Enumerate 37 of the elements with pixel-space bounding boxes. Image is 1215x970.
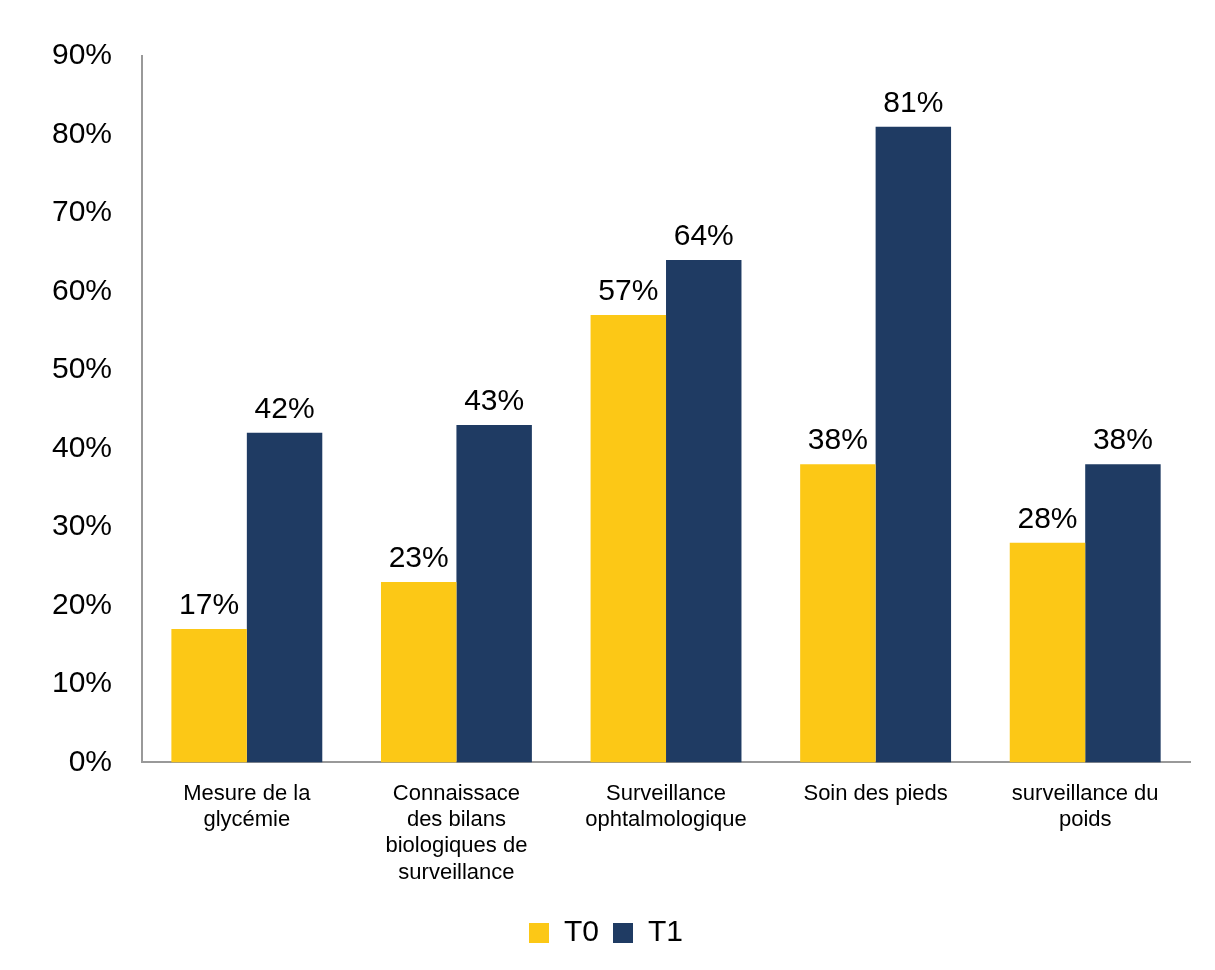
data-label: 81% [883, 84, 944, 118]
data-label: 28% [1017, 500, 1078, 534]
bar [246, 432, 323, 763]
data-label: 38% [1092, 422, 1153, 456]
y-tick-label: 40% [52, 429, 113, 463]
bar [590, 315, 667, 763]
legend-label: T1 [648, 914, 684, 948]
data-label: 57% [598, 273, 659, 307]
y-tick-label: 80% [52, 115, 113, 149]
bar [1085, 464, 1161, 763]
x-tick-label: surveillance du poids [1011, 779, 1159, 832]
x-tick-label: Mesure de la glycémie [183, 779, 312, 832]
y-tick-label: 30% [52, 508, 113, 542]
data-label: 43% [464, 383, 525, 417]
data-label: 17% [179, 587, 240, 621]
data-label: 64% [673, 218, 734, 252]
y-tick-label: 60% [52, 272, 113, 306]
data-label: 42% [254, 391, 315, 425]
bar [380, 581, 457, 763]
x-tick-label: Soin des pieds [803, 779, 948, 805]
y-tick-label: 90% [52, 37, 113, 71]
x-tick-label: Connaissace des bilans biologiques de surveillance [385, 779, 528, 884]
y-tick-label: 20% [52, 586, 113, 620]
y-tick-label: 70% [52, 194, 113, 228]
legend-label: T0 [563, 914, 600, 948]
x-tick-label: Surveillance ophtalmologique [585, 779, 747, 832]
y-tick-label: 10% [52, 665, 113, 699]
bar [456, 424, 532, 763]
data-label: 38% [807, 422, 868, 456]
data-label: 23% [388, 540, 449, 574]
y-tick-label: 50% [52, 351, 113, 385]
bar [875, 126, 952, 763]
bar [666, 260, 742, 763]
bar [800, 464, 876, 763]
bar [171, 628, 247, 763]
y-tick-label: 0% [68, 743, 113, 777]
bar [1009, 542, 1086, 763]
